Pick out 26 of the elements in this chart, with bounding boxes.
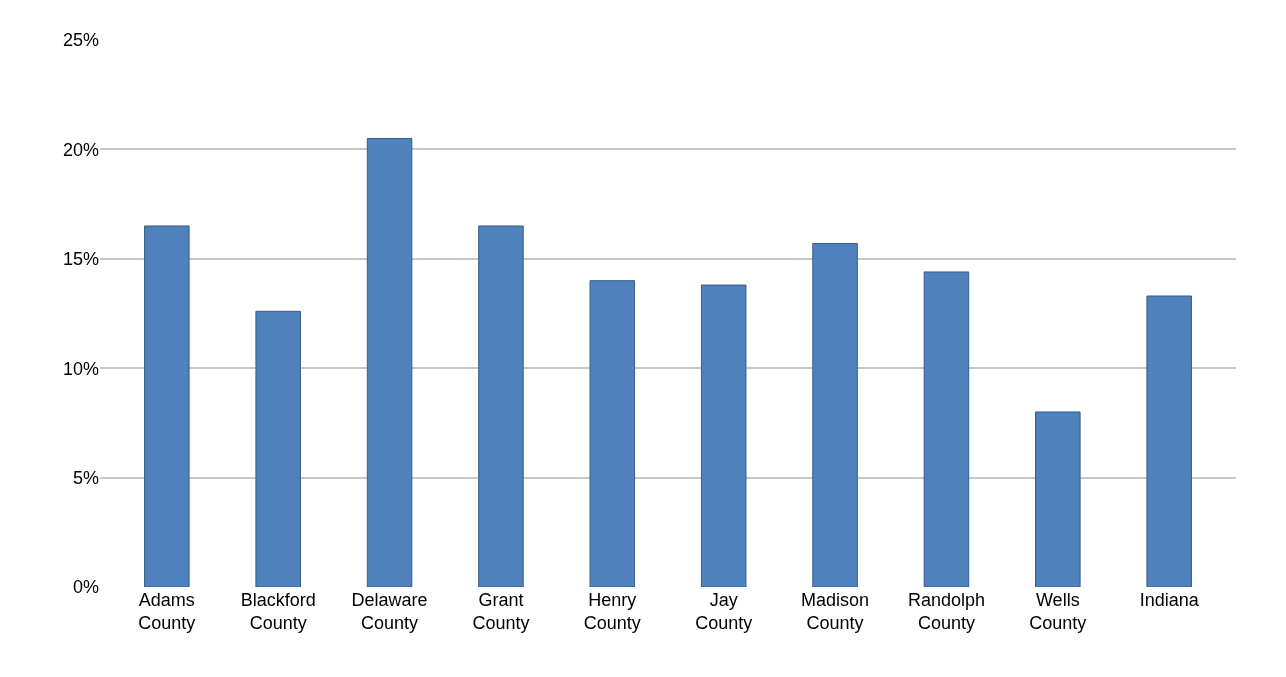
bar <box>144 225 190 587</box>
x-tick-label: Wells County <box>1029 590 1087 634</box>
bar <box>923 271 970 587</box>
y-tick-label: 0% <box>72 577 99 598</box>
x-tick-label: Jay County <box>695 590 753 634</box>
x-tick-label: Grant County <box>472 590 530 634</box>
bar <box>1146 295 1192 587</box>
bar <box>1035 411 1081 587</box>
bar <box>589 280 636 587</box>
x-tick-label: Indiana <box>1139 590 1200 610</box>
bar <box>478 225 524 587</box>
y-tick-label: 5% <box>72 467 99 488</box>
y-tick-label: 10% <box>62 358 99 379</box>
y-tick-label: 15% <box>62 249 99 270</box>
bar <box>366 137 413 587</box>
x-tick-label: Adams County <box>138 590 196 634</box>
y-tick-label: 25% <box>62 30 99 51</box>
x-tick-label: Blackford County <box>240 590 316 634</box>
x-tick-label: Delaware County <box>351 590 428 634</box>
bar <box>255 310 301 587</box>
x-tick-label: Randolph County <box>907 590 985 634</box>
x-tick-label: Henry County <box>583 590 641 634</box>
bar <box>700 284 747 587</box>
bar <box>812 242 858 587</box>
x-tick-label: Madison County <box>801 590 870 634</box>
y-tick-label: 20% <box>62 139 99 160</box>
